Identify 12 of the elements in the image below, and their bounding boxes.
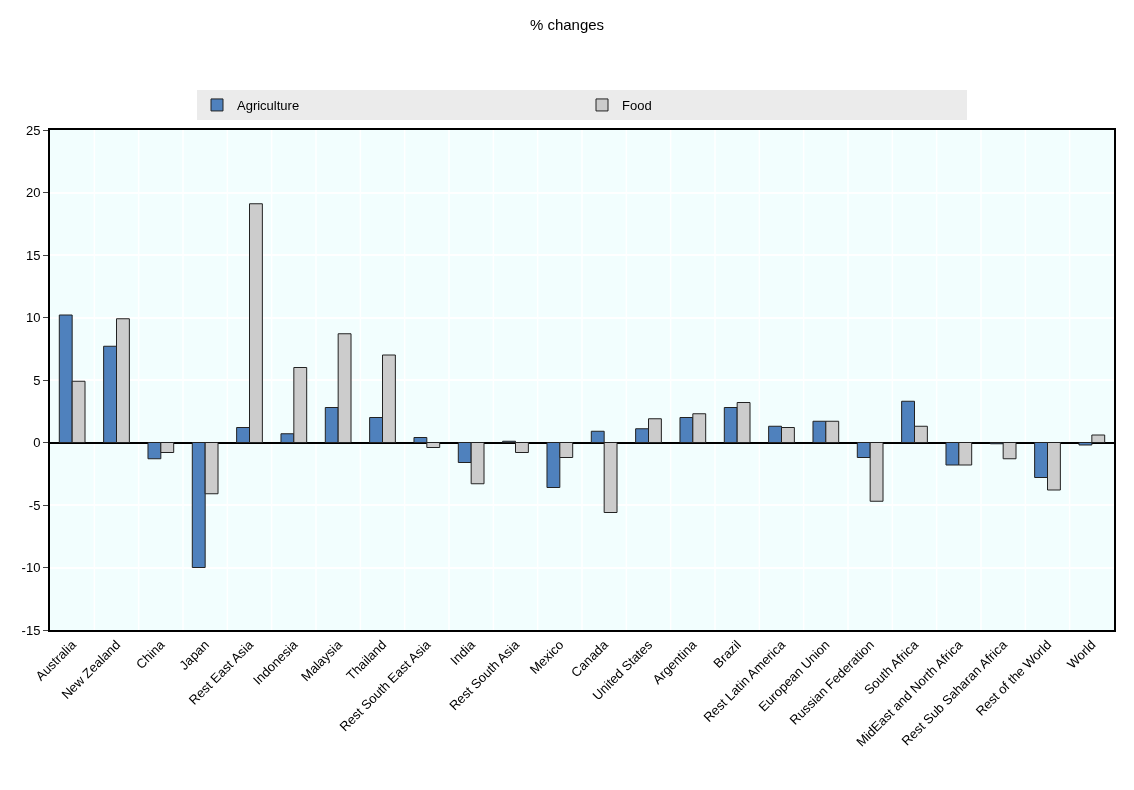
y-tick-label: -15 [21, 622, 41, 638]
y-tick-label: 0 [33, 435, 41, 451]
y-tick-label: 10 [25, 310, 41, 326]
y-tick-label: -5 [28, 497, 41, 513]
y-tick-label: 5 [33, 372, 41, 388]
y-tick-label: 20 [25, 185, 41, 201]
legend-label: Food [622, 98, 652, 114]
chart-title: % changes [529, 16, 605, 34]
y-tick-label: -10 [21, 560, 41, 576]
legend-label: Agriculture [237, 98, 300, 114]
y-tick-label: 25 [25, 122, 41, 138]
y-tick-label: 15 [25, 247, 41, 263]
